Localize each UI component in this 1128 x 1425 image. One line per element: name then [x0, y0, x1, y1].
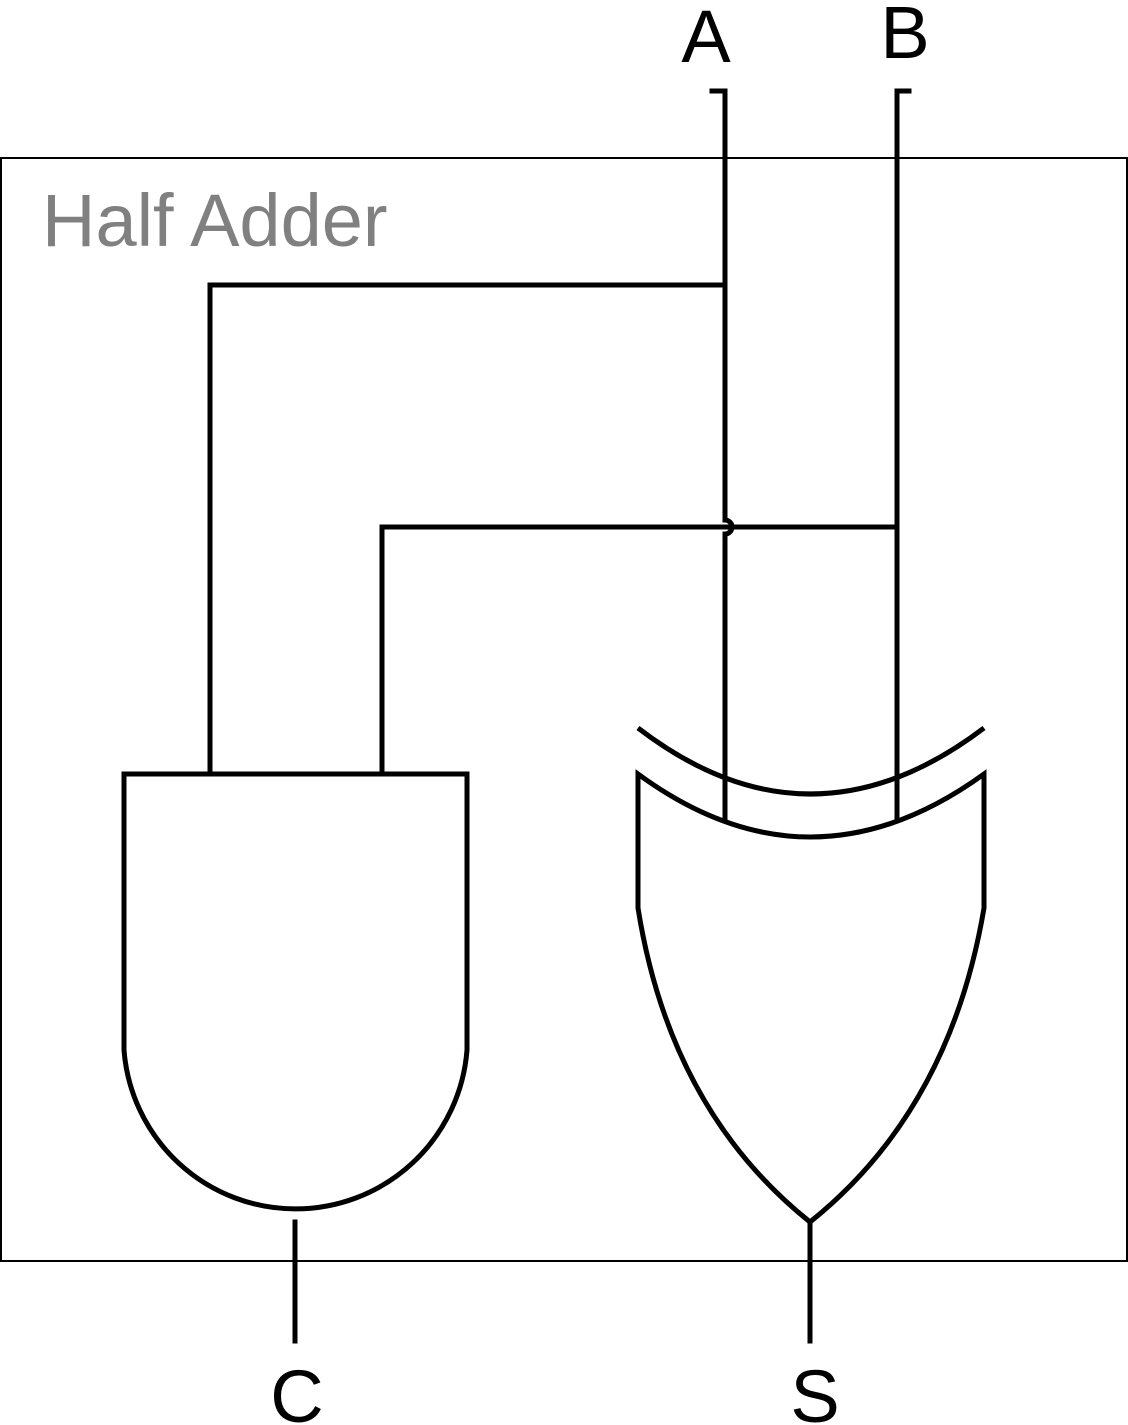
xor-gate	[635, 769, 987, 1226]
wire-b-to-and	[379, 524, 900, 775]
output-label-c: C	[270, 1355, 323, 1425]
wire-b	[894, 88, 912, 823]
xor-gate-input-arc	[636, 726, 986, 797]
half-adder-block	[0, 157, 1128, 1262]
output-label-s: S	[790, 1355, 839, 1425]
block-title: Half Adder	[42, 179, 388, 262]
and-gate	[121, 771, 470, 1212]
wire-a	[709, 88, 735, 821]
input-label-b: B	[880, 0, 929, 74]
wire-a-to-and	[207, 282, 728, 775]
input-label-a: A	[681, 0, 731, 78]
